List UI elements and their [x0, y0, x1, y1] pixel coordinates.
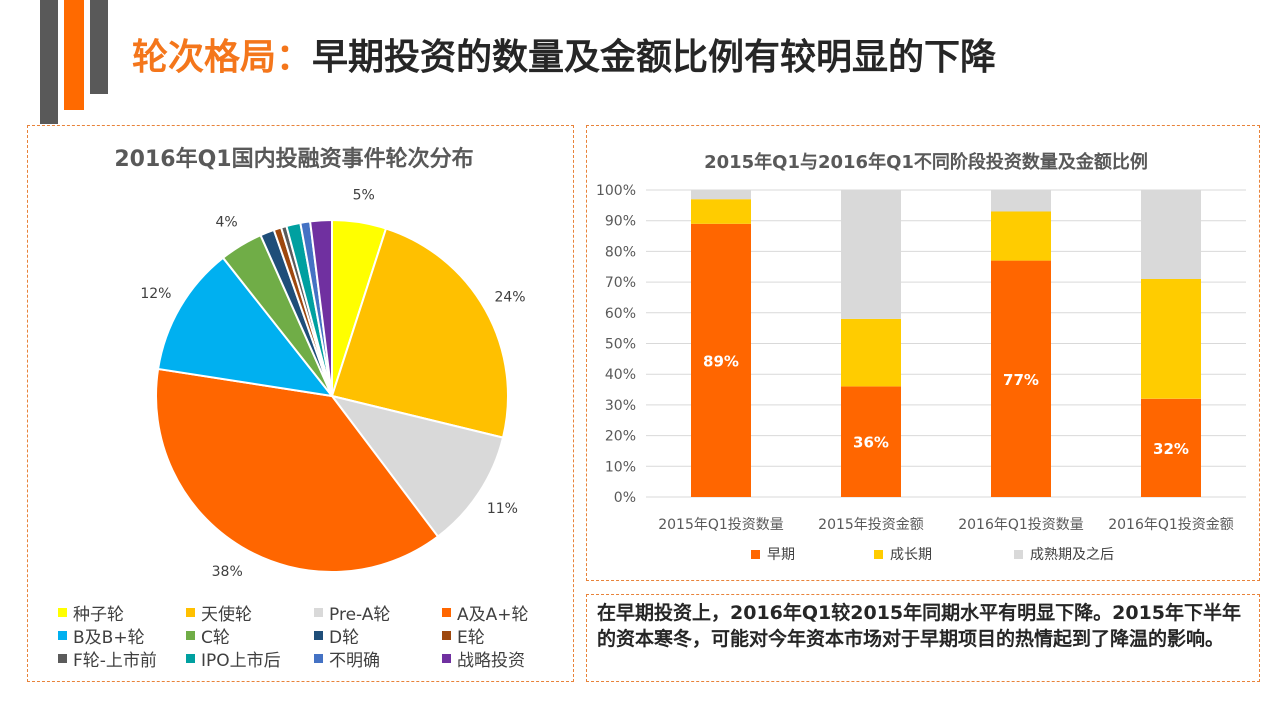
- bar-y-tick: 90%: [605, 214, 636, 230]
- pie-value-label: 12%: [140, 286, 171, 302]
- pie-value-label: 38%: [212, 564, 243, 580]
- pie-legend-item: C轮: [186, 624, 314, 648]
- legend-label: 战略投资: [457, 651, 525, 671]
- bar-y-tick: 40%: [605, 367, 636, 383]
- header-decor-bar-gray-left: [40, 0, 58, 124]
- pie-legend-item: B及B+轮: [58, 624, 186, 648]
- pie-chart-title: 2016年Q1国内投融资事件轮次分布: [114, 146, 473, 172]
- bar-legend-label: 早期: [767, 547, 795, 563]
- pie-legend-item: 种子轮: [58, 601, 186, 625]
- bar-segment-3: [841, 190, 901, 319]
- bar-y-tick: 60%: [605, 306, 636, 322]
- bar-chart-panel: [586, 125, 1260, 581]
- pie-legend-item: Pre-A轮: [314, 601, 442, 625]
- legend-swatch: [314, 631, 323, 640]
- bar-segment-1: [991, 260, 1051, 497]
- legend-label: D轮: [329, 628, 360, 648]
- bar-legend-swatch: [874, 550, 883, 559]
- bar-x-tick: 2015年Q1投资数量: [658, 517, 784, 533]
- legend-label: Pre-A轮: [329, 605, 391, 625]
- bar-segment-1: [1141, 398, 1201, 497]
- bar-segment-1: [841, 386, 901, 497]
- header-decor-bar-orange: [64, 0, 84, 110]
- bar-y-tick: 0%: [614, 490, 636, 506]
- bar-segment-1: [691, 223, 751, 498]
- legend-swatch: [186, 608, 195, 617]
- page-title: 轮次格局： 早期投资的数量及金额比例有较明显的下降: [132, 26, 996, 82]
- legend-label: A及A+轮: [457, 605, 529, 625]
- legend-swatch: [186, 631, 195, 640]
- pie-slice-5: [156, 256, 335, 398]
- pie-legend-item: E轮: [442, 624, 570, 648]
- bar-y-tick: 20%: [605, 429, 636, 445]
- page-title-accent: 轮次格局：: [132, 37, 313, 78]
- bar-y-tick: 100%: [596, 183, 636, 199]
- bar-x-tick: 2016年Q1投资数量: [958, 517, 1084, 533]
- pie-slice-12: [308, 218, 333, 397]
- bar-data-label: 36%: [853, 434, 889, 452]
- pie-legend-item: 战略投资: [442, 647, 570, 671]
- bar-segment-3: [991, 190, 1051, 212]
- bar-data-label: 32%: [1153, 440, 1189, 458]
- pie-legend-item: 不明确: [314, 647, 442, 671]
- pie-value-label: 4%: [215, 214, 237, 230]
- bar-legend-label: 成长期: [890, 547, 932, 563]
- pie-legend-item: A及A+轮: [442, 601, 570, 625]
- pie-slice-3: [329, 394, 505, 538]
- bar-y-tick: 30%: [605, 398, 636, 414]
- bar-y-tick: 80%: [605, 244, 636, 260]
- page-title-main: 早期投资的数量及金额比例有较明显的下降: [312, 37, 997, 78]
- bar-legend-swatch: [1014, 550, 1023, 559]
- bar-segment-2: [1141, 279, 1201, 399]
- bar-legend-swatch: [751, 550, 760, 559]
- legend-swatch: [186, 654, 195, 663]
- pie-legend: 种子轮 天使轮 Pre-A轮 A及A+轮 B及B+轮 C轮 D轮 E轮 F轮-上市前 IPO上市后…: [58, 601, 578, 671]
- bar-y-tick: 50%: [605, 337, 636, 353]
- bar-legend-label: 成熟期及之后: [1030, 547, 1114, 563]
- bar-segment-2: [841, 318, 901, 387]
- legend-swatch: [442, 608, 451, 617]
- legend-swatch: [58, 608, 67, 617]
- legend-swatch: [314, 654, 323, 663]
- bar-segment-2: [991, 211, 1051, 261]
- legend-swatch: [58, 654, 67, 663]
- pie-value-label: 5%: [353, 188, 375, 204]
- bar-x-tick: 2015年投资金额: [818, 517, 924, 533]
- legend-swatch: [442, 654, 451, 663]
- bar-segment-3: [1141, 190, 1201, 279]
- bar-chart: 2015年Q1与2016年Q1不同阶段投资数量及金额比例 89% 36% 77% 32…: [596, 151, 1246, 563]
- legend-swatch: [314, 608, 323, 617]
- pie-legend-item: 天使轮: [186, 601, 314, 625]
- legend-swatch: [442, 631, 451, 640]
- legend-label: B及B+轮: [73, 628, 145, 648]
- legend-label: C轮: [201, 628, 230, 648]
- bar-segment-3: [691, 190, 751, 200]
- pie-legend-item: D轮: [314, 624, 442, 648]
- bar-y-tick: 10%: [605, 459, 636, 475]
- note-box: 在早期投资上，2016年Q1较2015年同期水平有明显下降。2015年下半年的资…: [586, 594, 1260, 682]
- note-text: 在早期投资上，2016年Q1较2015年同期水平有明显下降。2015年下半年的资…: [597, 602, 1242, 650]
- legend-label: F轮-上市前: [73, 651, 157, 671]
- pie-chart-panel: 2016年Q1国内投融资事件轮次分布 5% 24% 11% 38% 12% 4% 种子轮 天…: [27, 125, 574, 682]
- legend-label: E轮: [457, 628, 485, 648]
- bar-data-label: 89%: [703, 352, 739, 370]
- legend-label: 种子轮: [73, 605, 124, 625]
- bar-y-tick: 70%: [605, 275, 636, 291]
- pie-slice-4: [155, 367, 440, 573]
- legend-swatch: [58, 631, 67, 640]
- legend-label: IPO上市后: [201, 651, 281, 671]
- bar-data-label: 77%: [1003, 371, 1039, 389]
- pie-value-label: 11%: [487, 501, 518, 517]
- pie-slice-2: [330, 227, 509, 439]
- pie-legend-item: IPO上市后: [186, 647, 314, 671]
- bar-x-tick: 2016年Q1投资金额: [1108, 517, 1234, 533]
- bar-segment-2: [691, 199, 751, 224]
- pie-legend-item: F轮-上市前: [58, 647, 186, 671]
- pie-value-label: 24%: [494, 289, 525, 305]
- legend-label: 不明确: [329, 651, 380, 671]
- bar-chart-title: 2015年Q1与2016年Q1不同阶段投资数量及金额比例: [704, 151, 1148, 173]
- header-decor-bar-gray-right: [90, 0, 108, 94]
- legend-label: 天使轮: [201, 605, 252, 625]
- pie-chart: 2016年Q1国内投融资事件轮次分布 5% 24% 11% 38% 12% 4%: [114, 146, 525, 580]
